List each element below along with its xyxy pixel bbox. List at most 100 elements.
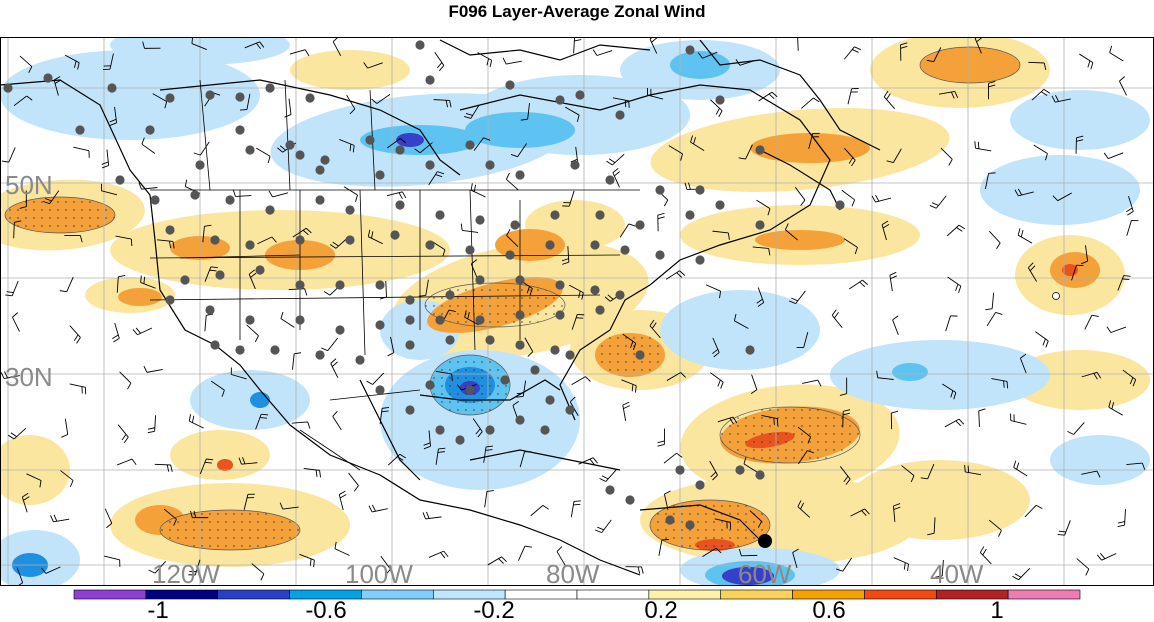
wind-barb-flag <box>465 113 473 116</box>
wind-barb <box>64 54 80 64</box>
wind-barb-flag <box>1132 379 1137 387</box>
station-dot <box>605 485 615 495</box>
wind-barb-flag <box>882 224 890 229</box>
wind-barb <box>231 374 247 380</box>
wind-barb <box>889 275 893 292</box>
contour-line <box>4 196 116 234</box>
wind-barb-flag <box>1100 553 1106 559</box>
wind-barb-flag <box>569 396 576 403</box>
wind-barb-flag <box>483 137 491 141</box>
wind-barb <box>1057 192 1072 202</box>
wind-barb-flag <box>717 379 721 387</box>
station-dot <box>475 275 485 285</box>
wind-barb-flag <box>516 392 524 395</box>
wind-barb-flag <box>817 379 822 387</box>
wind-barb <box>246 324 259 337</box>
wind-barb <box>1108 406 1123 416</box>
wind-barb <box>387 138 401 149</box>
wind-barb-flag <box>271 236 277 243</box>
wind-barb-flag <box>871 195 876 203</box>
wind-barb-flag <box>166 464 170 472</box>
wind-barb <box>1079 53 1094 63</box>
wind-barb-flag <box>768 93 775 100</box>
wind-barb-flag <box>592 49 598 56</box>
wind-barb-flag <box>53 514 58 522</box>
wind-barb-flag <box>141 137 145 145</box>
wind-barb-flag <box>147 427 155 430</box>
wind-barb <box>288 98 292 115</box>
wind-barb-flag <box>743 457 747 464</box>
station-dot <box>425 240 435 250</box>
border-line <box>179 254 301 259</box>
wind-barb-flag <box>127 382 132 390</box>
wind-barb <box>114 106 118 123</box>
station-dot <box>435 425 445 435</box>
wind-barb-flag <box>599 477 606 482</box>
station-dot <box>405 295 415 305</box>
wind-barb-flag <box>148 569 156 574</box>
wind-barb <box>60 470 74 481</box>
wind-barb-flag <box>573 503 581 506</box>
wind-barb-flag <box>59 290 67 293</box>
wind-barb-flag <box>556 546 563 552</box>
wind-barb-flag <box>807 436 812 444</box>
wind-barb-flag <box>720 381 724 389</box>
wind-barb <box>1071 265 1077 281</box>
wind-barb-flag <box>1052 195 1059 202</box>
border-line <box>359 189 366 356</box>
colorbar-label: 1 <box>990 597 1003 622</box>
wind-barb-flag <box>843 412 851 416</box>
wind-barb <box>385 280 387 298</box>
wind-barb-flag <box>329 244 337 249</box>
colorbar-swatch <box>217 589 290 600</box>
wind-barb-flag <box>693 137 696 145</box>
wind-barb-flag <box>771 91 778 98</box>
wind-barb <box>433 99 450 101</box>
station-dot <box>515 415 525 425</box>
lon-label-40w: 40W <box>930 559 984 589</box>
wind-barb <box>470 104 480 119</box>
wind-barb <box>116 276 119 293</box>
station-dot <box>205 90 215 100</box>
wind-barb-flag <box>948 159 953 166</box>
station-dot <box>635 220 645 230</box>
wind-barb-flag <box>1042 338 1046 346</box>
wind-barb <box>1128 195 1134 212</box>
wind-barb-flag <box>688 182 691 190</box>
wind-barb <box>292 227 307 238</box>
wind-barb <box>988 519 1002 531</box>
wind-barb <box>802 379 818 384</box>
wind-barb-flag <box>242 457 246 465</box>
wind-barb <box>104 555 120 561</box>
wind-barb-flag <box>486 490 494 492</box>
wind-barb <box>619 223 630 238</box>
wind-barb <box>109 53 114 70</box>
wind-barb <box>339 139 355 146</box>
station-dot <box>515 275 525 285</box>
wind-barb <box>114 322 120 339</box>
wind-barb <box>714 518 731 523</box>
wind-barb-flag <box>173 518 177 526</box>
wind-barb-flag <box>757 302 764 307</box>
wind-barb <box>658 539 663 556</box>
wind-barb-flag <box>608 158 616 163</box>
wind-barb <box>386 191 403 197</box>
wind-barb <box>842 557 853 572</box>
wind-barb <box>472 418 483 432</box>
wind-barb-flag <box>268 190 273 198</box>
wind-barb-flag <box>649 37 654 40</box>
station-dot <box>375 170 385 180</box>
wind-barb <box>368 236 383 245</box>
station-dot <box>265 83 275 93</box>
wind-barb-flag <box>757 521 762 528</box>
wind-barb-flag <box>624 100 627 108</box>
wind-barb <box>612 153 625 166</box>
wind-barb-flag <box>622 401 630 406</box>
wind-barb <box>745 144 753 160</box>
station-dot <box>425 380 435 390</box>
station-dot <box>485 160 495 170</box>
wind-barb <box>792 552 798 569</box>
wind-barb-flag <box>1045 340 1049 348</box>
station-dot <box>315 350 325 360</box>
wind-barb-flag <box>628 223 636 227</box>
